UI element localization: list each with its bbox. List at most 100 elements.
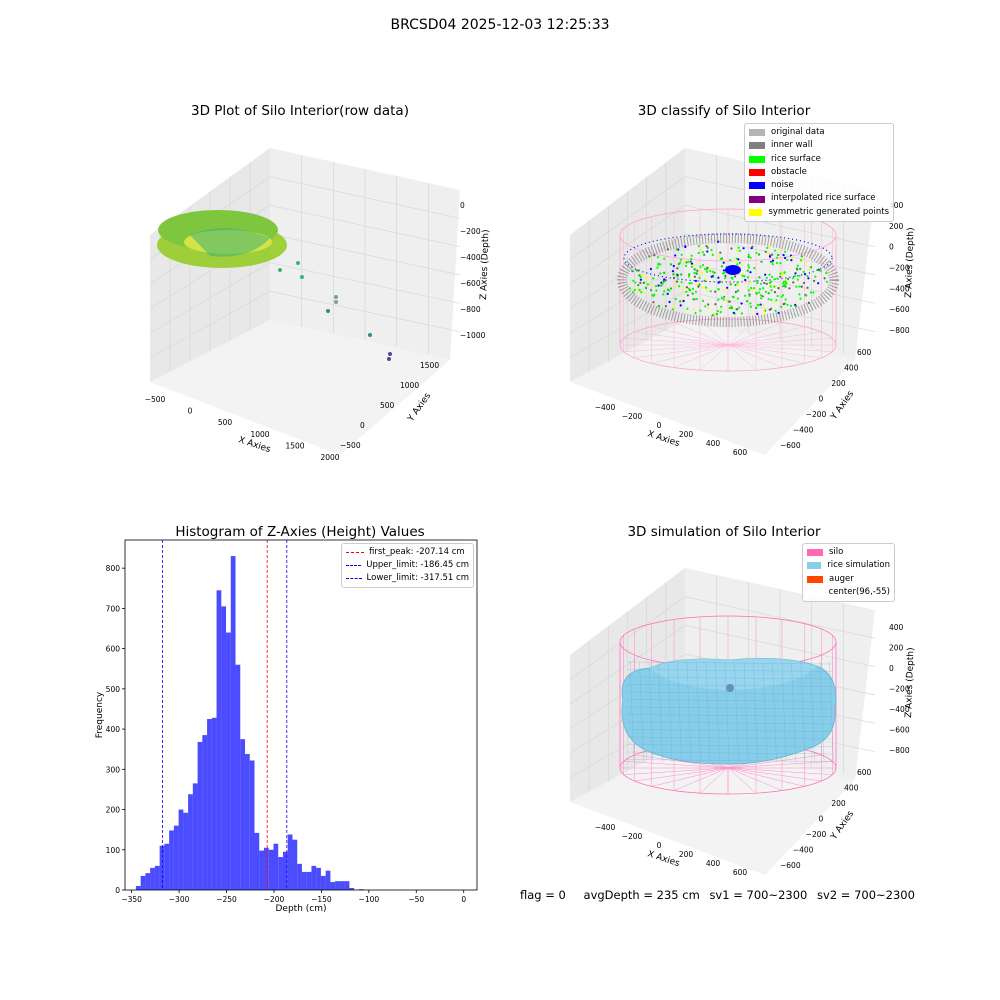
classify-scatter-point [816, 268, 819, 272]
classify-scatter-point [651, 294, 654, 297]
histogram-bar [325, 870, 331, 890]
classify-scatter-point [691, 287, 695, 290]
classify-scatter-point [746, 269, 749, 272]
classify-scatter-point [657, 284, 660, 287]
legend-swatch [807, 589, 823, 596]
simulation-z-tick-label: 400 [889, 623, 904, 632]
classify-scatter-point [690, 262, 694, 265]
classify-z-tick-label: −200 [889, 264, 910, 273]
classify-scatter-point [705, 245, 708, 248]
classify-scatter-point [680, 281, 683, 284]
classify-scatter-point [734, 275, 737, 278]
histogram-bar [245, 754, 250, 890]
legend-label: symmetric generated points [768, 206, 889, 217]
raw-z-tick-label: −800 [460, 305, 481, 314]
classify-z-tick-label: −400 [889, 284, 910, 293]
classify-scatter-point [726, 286, 729, 289]
classify-scatter-point [775, 261, 779, 265]
classify-scatter-point [736, 289, 740, 292]
classify-scatter-point [720, 305, 723, 308]
classify-scatter-point [773, 278, 776, 281]
classify-scatter-point [632, 279, 635, 282]
classify-scatter-point [642, 290, 645, 294]
legend-label: interpolated rice surface [771, 193, 876, 204]
raw-plot-title: 3D Plot of Silo Interior(row data) [191, 103, 409, 119]
classify-scatter-point [704, 305, 707, 308]
classify-scatter-point [659, 272, 662, 275]
classify-scatter-point [799, 297, 802, 300]
classify-scatter-point [693, 272, 696, 275]
classify-scatter-point [789, 304, 792, 307]
raw-x-tick-label: −500 [145, 395, 166, 404]
simulation-y-tick-label: 200 [831, 799, 846, 808]
simulation-z-tick-label: −400 [889, 705, 910, 714]
simulation-z-tick-label: −600 [889, 726, 910, 735]
classify-scatter-point [812, 291, 815, 294]
classify-scatter-point [744, 294, 747, 297]
raw-z-tick-label: −600 [460, 279, 481, 288]
classify-scatter-point [825, 271, 828, 275]
histogram-x-tick-label: −200 [264, 895, 285, 904]
classify-scatter-point [728, 300, 731, 303]
classify-scatter-point [674, 297, 677, 301]
classify-scatter-point [669, 263, 673, 266]
legend-label: obstacle [771, 166, 807, 177]
histogram-x-tick-label: −100 [359, 895, 380, 904]
classify-y-tick-label: 600 [857, 348, 872, 357]
classify-scatter-point [775, 256, 778, 259]
classify-scatter-point [759, 282, 763, 285]
classify-scatter-point [817, 282, 820, 285]
histogram-x-tick-label: −50 [408, 895, 424, 904]
classify-scatter-point [694, 290, 698, 293]
classify-scatter-point [756, 281, 759, 285]
classify-scatter-point [649, 267, 652, 271]
classify-scatter-point [690, 282, 693, 285]
classify-scatter-point [717, 298, 720, 301]
legend-item: rice simulation [807, 559, 890, 572]
histogram-bar [178, 809, 184, 890]
classify-scatter-point [664, 279, 667, 282]
classify-inner-wall [617, 233, 839, 327]
raw-scatter-point [296, 261, 300, 265]
classify-scatter-point [679, 300, 682, 303]
raw-3d-plot: −5000500100015002000−5000500100015000−20… [145, 148, 491, 462]
histogram-bar [297, 863, 302, 890]
classify-z-tick-label: 200 [889, 222, 904, 231]
classify-scatter-point [720, 296, 724, 299]
classify-scatter-point [724, 277, 727, 280]
histogram-legend-item: Upper_limit: -186.45 cm [346, 559, 469, 572]
histogram-bar [235, 664, 241, 890]
raw-x-tick-label: 500 [218, 418, 233, 427]
classify-scatter-point [736, 249, 739, 252]
classify-scatter-point [770, 298, 773, 301]
simulation-y-tick-label: 600 [857, 768, 872, 777]
classify-scatter-point [637, 284, 640, 287]
classify-scatter-point [784, 298, 787, 301]
classify-scatter-point [685, 261, 688, 264]
classify-scatter-point [747, 264, 750, 267]
classify-scatter-point [739, 265, 742, 268]
classify-scatter-point [684, 259, 687, 262]
simulation-y-tick-label: −400 [793, 846, 814, 855]
classify-scatter-point [784, 278, 787, 281]
histogram-bar [173, 825, 179, 890]
raw-x-tick-label: 0 [188, 407, 193, 416]
classify-scatter-point [707, 306, 710, 309]
simulation-auger-marker [726, 684, 734, 692]
classify-scatter-point [798, 274, 801, 277]
classify-scatter-point [705, 289, 708, 292]
classify-scatter-point [710, 275, 713, 278]
classify-scatter-point [711, 270, 714, 273]
classify-scatter-points [628, 240, 828, 317]
classify-scatter-point [657, 262, 660, 265]
histogram-bar [316, 867, 321, 890]
raw-scatter-point [300, 275, 304, 279]
classify-scatter-point [722, 298, 725, 301]
classify-noise-cluster [725, 265, 741, 275]
histogram-bar [268, 849, 274, 890]
classify-scatter-point [796, 264, 799, 267]
histogram-bar [150, 867, 155, 890]
histogram-bar [169, 830, 174, 890]
raw-x-tick-label: 2000 [320, 453, 339, 462]
classify-scatter-point [711, 253, 714, 256]
